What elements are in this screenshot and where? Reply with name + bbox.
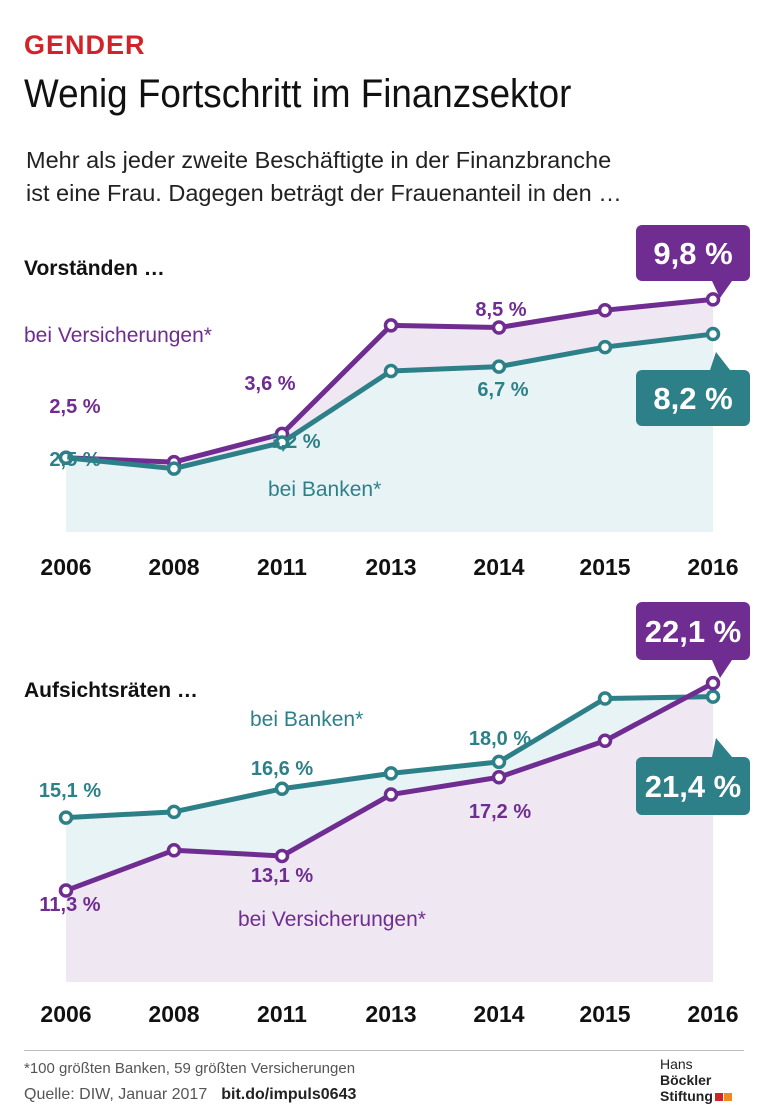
x-tick-2015: 2015 bbox=[579, 1001, 630, 1027]
point-1-s2-2015 bbox=[597, 339, 613, 355]
callout-box-1 bbox=[636, 225, 750, 281]
x-tick-2014: 2014 bbox=[473, 1001, 524, 1027]
footnote: *100 größten Banken, 59 größten Versiche… bbox=[24, 1060, 356, 1077]
point-2-s2-2016 bbox=[705, 675, 721, 691]
x-tick-2006: 2006 bbox=[40, 554, 91, 580]
point-1-s2-2011 bbox=[274, 435, 290, 450]
point-1-s1-2014 bbox=[491, 320, 507, 335]
x-tick-2013: 2013 bbox=[365, 554, 416, 580]
series-name-2: bei Banken* bbox=[268, 478, 381, 501]
point-2-s1-2015 bbox=[597, 691, 613, 706]
callout-pointer-1 bbox=[712, 281, 732, 298]
subtitle-line-1: Mehr als jeder zweite Beschäftigte in de… bbox=[26, 147, 612, 173]
data-label-s1-2011: 16,6 % bbox=[251, 758, 313, 780]
page-title: Wenig Fortschritt im Finanzsektor bbox=[24, 72, 572, 116]
point-2-s2-2011 bbox=[274, 848, 290, 864]
point-2-s1-2008 bbox=[166, 804, 182, 820]
point-1-s2-2008 bbox=[166, 461, 182, 476]
data-label-s1-2014: 18,0 % bbox=[469, 728, 531, 750]
data-label-s1-2014: 8,5 % bbox=[475, 299, 526, 321]
x-tick-2016: 2016 bbox=[687, 1001, 738, 1027]
subtitle-line-2: ist eine Frau. Dagegen beträgt der Fraue… bbox=[26, 180, 622, 206]
x-tick-2015: 2015 bbox=[579, 554, 630, 580]
point-2-s1-2011 bbox=[274, 781, 290, 797]
kicker: GENDER bbox=[24, 30, 146, 60]
source-link[interactable]: bit.do/impuls0643 bbox=[221, 1086, 357, 1103]
x-tick-2016: 2016 bbox=[687, 554, 738, 580]
x-tick-2008: 2008 bbox=[148, 554, 199, 580]
callout-pointer-2 bbox=[712, 660, 732, 678]
point-2-s1-2006 bbox=[58, 810, 74, 825]
data-label-s2-2006: 2,5 % bbox=[49, 449, 100, 471]
callout-box-2 bbox=[636, 370, 750, 426]
point-1-s2-2016 bbox=[705, 326, 721, 342]
source-line: Quelle: DIW, Januar 2017 bit.do/impuls064… bbox=[24, 1086, 356, 1104]
x-tick-2008: 2008 bbox=[148, 1001, 199, 1027]
x-tick-2011: 2011 bbox=[257, 1001, 307, 1027]
logo-hans: Hans bbox=[660, 1056, 693, 1072]
point-1-s2-2013 bbox=[383, 363, 399, 379]
subtitle: Mehr als jeder zweite Beschäftigte in de… bbox=[26, 144, 746, 210]
x-tick-2013: 2013 bbox=[365, 1001, 416, 1027]
point-1-s2-2014 bbox=[491, 359, 507, 374]
point-2-s1-2016 bbox=[705, 689, 721, 704]
callout-label-1: 9,8 % bbox=[653, 236, 732, 271]
footer-divider bbox=[24, 1050, 744, 1051]
point-2-s2-2013 bbox=[383, 787, 399, 802]
point-2-s2-2015 bbox=[597, 733, 613, 749]
area-2-series-2 bbox=[66, 683, 713, 982]
logo-stiftung: Stiftung bbox=[660, 1088, 713, 1104]
callout-box-1 bbox=[636, 757, 750, 815]
callout-box-2 bbox=[636, 602, 750, 660]
hbs-logo: Hans Böckler Stiftung bbox=[660, 1056, 740, 1104]
callout-pointer-2 bbox=[710, 352, 730, 370]
point-1-s2-2006 bbox=[58, 450, 74, 465]
x-tick-2011: 2011 bbox=[257, 554, 307, 580]
data-label-s1-2006: 2,5 % bbox=[49, 396, 100, 418]
callout-label-1: 21,4 % bbox=[645, 769, 742, 804]
source-text: Quelle: DIW, Januar 2017 bbox=[24, 1086, 208, 1103]
point-1-s1-2016 bbox=[705, 292, 721, 307]
chart-panel-1: Vorständen … bei Versicherungen* bei Banke… bbox=[24, 225, 750, 580]
point-2-s1-2014 bbox=[491, 754, 507, 770]
x-tick-2006: 2006 bbox=[40, 1001, 91, 1027]
point-2-s2-2014 bbox=[491, 770, 507, 785]
logo-square-red bbox=[714, 1093, 723, 1102]
data-label-s1-2011: 3,6 % bbox=[244, 373, 295, 395]
area-1-series-2 bbox=[66, 334, 713, 532]
data-label-s2-2014: 17,2 % bbox=[469, 801, 531, 823]
callout-label-2: 8,2 % bbox=[653, 381, 732, 416]
point-2-s2-2006 bbox=[58, 883, 74, 898]
data-label-s1-2006: 15,1 % bbox=[39, 780, 101, 802]
x-tick-2014: 2014 bbox=[473, 554, 524, 580]
chart-title: Aufsichtsräten … bbox=[24, 679, 198, 702]
point-1-s1-2015 bbox=[597, 302, 613, 318]
series-name-1: bei Banken* bbox=[250, 708, 363, 731]
point-2-s2-2008 bbox=[166, 842, 182, 858]
point-1-s1-2013 bbox=[383, 318, 399, 333]
callout-label-2: 22,1 % bbox=[645, 614, 742, 649]
data-label-s2-2006: 11,3 % bbox=[39, 894, 100, 916]
data-label-s2-2011: 3,2 % bbox=[269, 431, 320, 453]
logo-square-orange bbox=[723, 1093, 732, 1102]
callout-pointer-1 bbox=[712, 738, 732, 757]
logo-boeckler: Böckler bbox=[660, 1072, 712, 1088]
chart-title: Vorständen … bbox=[24, 257, 165, 280]
data-label-s2-2014: 6,7 % bbox=[477, 379, 528, 401]
point-2-s1-2013 bbox=[383, 766, 399, 781]
chart-panel-2: Aufsichtsräten … bei Banken* bei Versicher… bbox=[24, 602, 750, 1027]
series-name-2: bei Versicherungen* bbox=[238, 908, 426, 931]
series-name-1: bei Versicherungen* bbox=[24, 324, 212, 347]
data-label-s2-2011: 13,1 % bbox=[251, 865, 313, 887]
